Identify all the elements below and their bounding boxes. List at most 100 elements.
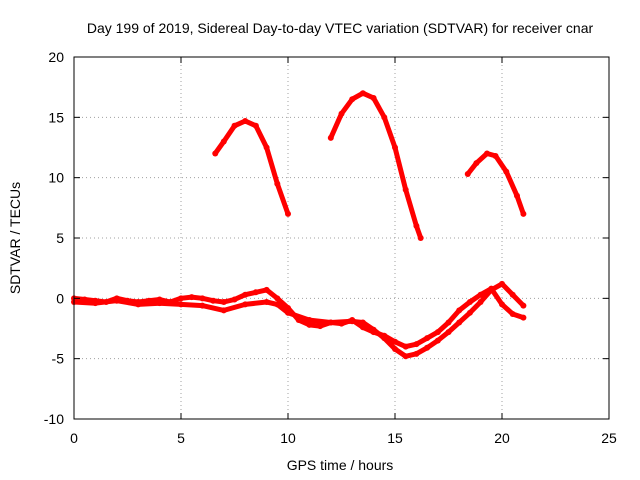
data-point <box>220 298 227 305</box>
data-point <box>488 286 495 293</box>
data-point <box>424 344 431 351</box>
x-axis-label: GPS time / hours <box>287 457 394 473</box>
data-point <box>338 110 345 117</box>
data-point <box>520 210 527 217</box>
data-point <box>327 319 334 326</box>
data-point <box>306 321 313 328</box>
data-point <box>402 186 409 193</box>
data-point <box>317 323 324 330</box>
data-point <box>156 300 163 307</box>
data-point <box>178 295 184 302</box>
data-point <box>242 301 249 308</box>
series-2 <box>327 90 424 241</box>
data-point <box>477 298 484 305</box>
data-point <box>445 329 452 336</box>
x-tick-label: 25 <box>601 430 617 446</box>
data-point <box>484 150 491 157</box>
data-point <box>188 294 195 301</box>
data-point <box>520 302 527 309</box>
data-point <box>359 319 366 326</box>
data-point <box>274 295 281 302</box>
data-point <box>370 326 377 333</box>
data-point <box>349 318 356 325</box>
y-axis-label: SDTVAR / TECUs <box>7 182 23 294</box>
x-tick-label: 5 <box>177 430 185 446</box>
data-series <box>71 90 527 360</box>
data-point <box>327 134 334 141</box>
data-point <box>413 222 420 229</box>
data-point <box>231 122 238 129</box>
data-point <box>263 286 270 293</box>
y-tick-label: 10 <box>48 170 64 186</box>
y-tick-label: 0 <box>56 290 64 306</box>
data-point <box>178 301 184 308</box>
y-tick-label: -5 <box>52 351 65 367</box>
series-3 <box>464 150 527 217</box>
data-point <box>392 338 398 345</box>
data-point <box>456 307 463 314</box>
data-point <box>274 180 281 187</box>
data-point <box>349 96 356 103</box>
axis-ticks: 0 5 10 15 20 25 -10 -5 0 5 10 15 20 <box>44 49 617 446</box>
data-point <box>402 343 409 350</box>
data-point <box>252 289 259 296</box>
data-point <box>445 319 452 326</box>
data-point <box>392 346 398 353</box>
data-point <box>252 122 259 129</box>
data-point <box>212 150 219 157</box>
data-point <box>424 335 431 342</box>
data-point <box>464 171 471 178</box>
data-point <box>413 341 420 348</box>
y-tick-label: 15 <box>48 109 64 125</box>
data-point <box>392 144 398 151</box>
data-point <box>92 300 99 307</box>
data-point <box>231 296 238 303</box>
data-point <box>242 117 249 124</box>
y-tick-label: 20 <box>48 49 64 65</box>
data-point <box>381 335 388 342</box>
data-point <box>434 329 441 336</box>
data-point <box>477 291 484 298</box>
data-point <box>503 168 510 175</box>
data-point <box>466 309 473 316</box>
x-tick-label: 10 <box>280 430 296 446</box>
data-point <box>210 297 217 304</box>
data-point <box>381 114 388 121</box>
data-point <box>263 144 270 151</box>
data-point <box>263 298 270 305</box>
data-point <box>220 307 227 314</box>
chart-title: Day 199 of 2019, Sidereal Day-to-day VTE… <box>87 20 594 36</box>
series-trace <box>328 90 424 241</box>
data-point <box>242 291 249 298</box>
data-point <box>509 291 516 298</box>
data-point <box>509 311 516 318</box>
data-point <box>499 280 505 287</box>
data-point <box>285 210 291 217</box>
y-tick-label: -10 <box>44 411 64 427</box>
data-point <box>306 317 313 324</box>
data-point <box>466 298 473 305</box>
data-point <box>520 314 527 321</box>
data-point <box>492 152 499 159</box>
data-point <box>413 350 420 357</box>
grid-lines <box>74 57 609 419</box>
data-point <box>417 235 424 241</box>
x-tick-label: 15 <box>387 430 403 446</box>
data-point <box>135 301 142 308</box>
data-point <box>513 192 520 199</box>
data-point <box>402 353 409 360</box>
data-point <box>370 95 377 102</box>
series-5 <box>71 280 527 360</box>
x-tick-label: 20 <box>494 430 510 446</box>
data-point <box>359 90 366 97</box>
data-point <box>434 337 441 344</box>
data-point <box>199 295 206 302</box>
series-1 <box>212 117 291 217</box>
data-point <box>456 319 463 326</box>
data-point <box>499 301 505 308</box>
series-trace <box>212 118 291 217</box>
y-tick-label: 5 <box>56 230 64 246</box>
data-point <box>199 302 206 309</box>
data-point <box>473 160 480 167</box>
